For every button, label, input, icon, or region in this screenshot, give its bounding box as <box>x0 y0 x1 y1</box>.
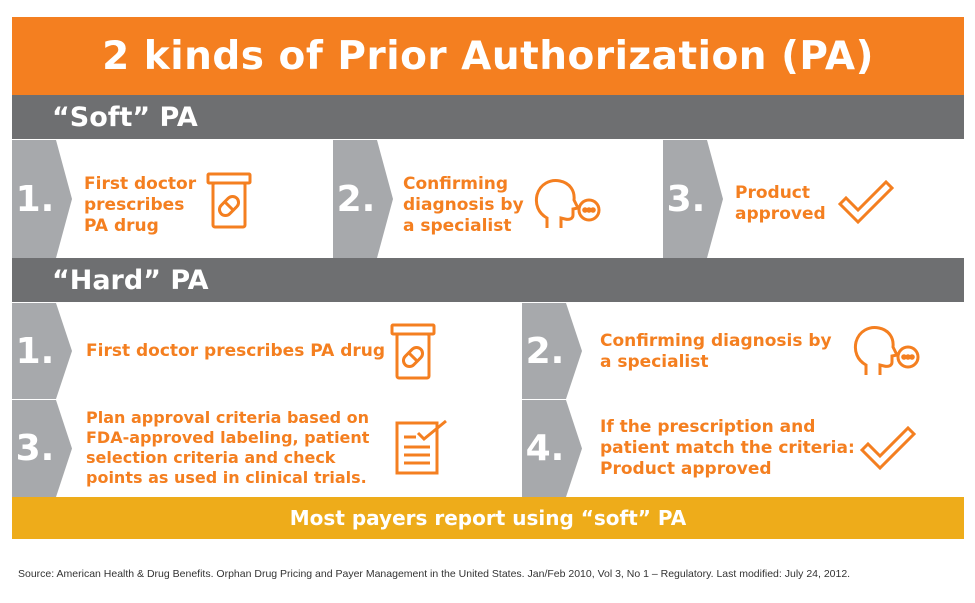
hard-pa-header: “Hard” PA <box>12 258 964 302</box>
step-number: 3. <box>666 178 706 220</box>
step-text: First doctor prescribes PA drug <box>84 174 197 236</box>
chevron-arrow <box>522 400 582 497</box>
step-number: 2. <box>336 178 376 220</box>
title-banner: 2 kinds of Prior Authorization (PA) <box>12 17 964 95</box>
page-title: 2 kinds of Prior Authorization (PA) <box>102 33 874 79</box>
chevron-arrow <box>663 140 723 258</box>
chevron-arrow <box>333 140 393 258</box>
step-text: Product approved <box>735 183 826 224</box>
summary-text: Most payers report using “soft” PA <box>289 506 687 530</box>
soft-step-1: 1. First doctor prescribes PA drug <box>12 139 333 258</box>
hard-pa-heading: “Hard” PA <box>52 264 209 296</box>
pill-bottle-icon <box>205 172 253 235</box>
step-text: If the prescription and patient match th… <box>600 417 855 479</box>
hard-step-4: 4. If the prescription and patient match… <box>522 399 964 497</box>
hard-step-3: 3. Plan approval criteria based on FDA-a… <box>12 399 522 497</box>
checkmark-icon <box>859 425 917 475</box>
soft-pa-heading: “Soft” PA <box>52 101 198 133</box>
step-number: 1. <box>15 178 55 220</box>
soft-pa-header: “Soft” PA <box>12 95 964 139</box>
chevron-arrow <box>12 303 72 399</box>
infographic: 2 kinds of Prior Authorization (PA) “Sof… <box>12 17 964 539</box>
source-citation: Source: American Health & Drug Benefits.… <box>18 568 851 580</box>
summary-banner: Most payers report using “soft” PA <box>12 497 964 539</box>
pill-bottle-icon <box>389 323 437 386</box>
hard-step-2: 2. Confirming diagnosis by a specialist <box>522 302 964 399</box>
hard-step-1: 1. First doctor prescribes PA drug <box>12 302 522 399</box>
soft-step-2: 2. Confirming diagnosis by a specialist <box>333 139 663 258</box>
step-text: First doctor prescribes PA drug <box>86 341 386 361</box>
chevron-arrow <box>522 303 582 399</box>
chevron-arrow <box>12 400 72 497</box>
step-number: 1. <box>15 330 55 372</box>
chevron-arrow <box>12 140 72 258</box>
checklist-document-icon <box>394 419 450 482</box>
step-text: Plan approval criteria based on FDA-appr… <box>86 408 370 487</box>
step-number: 3. <box>15 428 55 469</box>
step-number: 4. <box>525 428 565 469</box>
step-text: Confirming diagnosis by a specialist <box>403 174 524 236</box>
speaking-head-icon <box>852 325 920 382</box>
soft-step-3: 3. Product approved <box>663 139 964 258</box>
checkmark-icon <box>837 179 895 229</box>
step-number: 2. <box>525 330 565 372</box>
speaking-head-icon <box>533 178 601 235</box>
step-text: Confirming diagnosis by a specialist <box>600 331 832 372</box>
